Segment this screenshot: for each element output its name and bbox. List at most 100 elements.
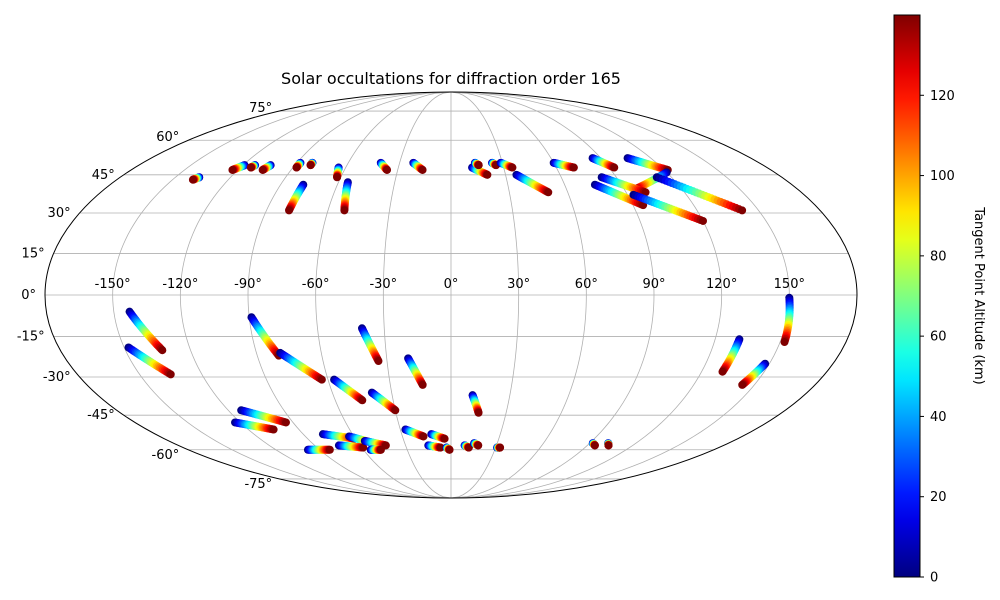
x-tick-label: 30°	[507, 277, 530, 292]
data-point	[374, 357, 383, 366]
x-tick-label: -60°	[302, 277, 330, 292]
colorbar-tick-label: 0	[930, 571, 938, 586]
data-point	[376, 445, 385, 454]
x-tick-label: 120°	[706, 277, 737, 292]
data-point	[317, 375, 326, 384]
occultation-track	[780, 293, 794, 347]
data-point	[418, 380, 427, 389]
occultation-track	[334, 441, 368, 452]
occultation-track	[604, 439, 613, 450]
data-point	[391, 406, 400, 415]
occultation-track	[424, 441, 445, 452]
occultation-track	[188, 173, 204, 184]
data-point	[718, 367, 727, 376]
data-point	[325, 445, 334, 454]
data-point	[569, 163, 578, 172]
grid	[45, 92, 857, 498]
occultation-track	[231, 418, 278, 434]
data-point	[228, 165, 237, 174]
map-boundary	[44, 91, 858, 499]
data-point	[610, 163, 619, 172]
occultation-track	[404, 354, 427, 389]
y-tick-label: -75°	[244, 477, 272, 492]
occultation-track	[124, 343, 175, 379]
data-point	[166, 370, 175, 379]
colorbar: 0 20 40 60 80 100 120 Tangent Point Altitude (…	[893, 14, 986, 586]
data-point	[699, 216, 708, 225]
x-tick-label: 150°	[774, 277, 805, 292]
data-point	[738, 206, 747, 215]
occultation-track	[588, 439, 599, 450]
data-point	[418, 165, 427, 174]
data-point	[258, 165, 267, 174]
occultation-track	[358, 324, 383, 366]
data-point	[246, 163, 255, 172]
data-point	[590, 441, 599, 450]
y-tick-label: 60°	[156, 130, 179, 145]
data-point	[604, 441, 613, 450]
x-tick-label: 60°	[575, 277, 598, 292]
y-tick-label: -30°	[43, 370, 71, 385]
occultation-track	[718, 335, 744, 376]
y-tick-label: -45°	[87, 408, 115, 423]
y-tick-label: -60°	[152, 448, 180, 463]
y-tick-label: 30°	[48, 206, 71, 221]
occultation-track	[738, 359, 770, 389]
data-point	[641, 188, 650, 197]
data-point	[158, 346, 167, 355]
colorbar-tick-label: 20	[930, 490, 947, 505]
occultation-track	[496, 158, 517, 172]
colorbar-tick-label: 60	[930, 330, 947, 345]
data-point	[340, 206, 349, 215]
occultation-track	[333, 163, 343, 182]
colorbar-tick-label: 100	[930, 169, 955, 184]
occultation-track	[330, 375, 367, 405]
tick-labels: -150° -120° -90° -60° -30° 0° 30° 60° 90° 120° 150…	[17, 101, 805, 492]
occultation-tracks	[124, 154, 794, 454]
data-point	[285, 206, 294, 215]
occultation-track	[588, 154, 619, 172]
data-point	[419, 432, 428, 441]
y-tick-label: 45°	[92, 168, 115, 183]
occultation-track	[652, 173, 747, 215]
occultation-track	[246, 161, 260, 172]
colorbar-tick-label: 40	[930, 410, 947, 425]
occultation-track	[460, 441, 473, 452]
data-point	[269, 425, 278, 434]
occultation-track	[442, 443, 454, 454]
data-point	[333, 173, 342, 182]
occultation-track	[228, 161, 249, 174]
data-point	[306, 161, 315, 170]
data-point	[738, 380, 747, 389]
data-point	[464, 443, 473, 452]
occultation-track	[340, 178, 352, 215]
data-point	[445, 445, 454, 454]
occultation-track	[366, 445, 385, 454]
data-point	[281, 418, 290, 427]
occultation-track	[376, 158, 392, 174]
data-point	[508, 163, 517, 172]
data-point	[544, 188, 553, 197]
data-point	[496, 443, 505, 452]
occultation-track	[237, 406, 290, 427]
x-tick-label: -120°	[162, 277, 198, 292]
colorbar-tick-label: 80	[930, 249, 947, 264]
x-tick-label: -30°	[369, 277, 397, 292]
x-tick-label: 90°	[642, 277, 665, 292]
occultation-track	[409, 158, 427, 174]
data-point	[440, 434, 449, 443]
colorbar-gradient	[893, 14, 921, 578]
occultation-track	[470, 439, 483, 450]
data-point	[436, 443, 445, 452]
occultation-track	[468, 391, 483, 417]
colorbar-label: Tangent Point Altitude (km)	[971, 206, 986, 384]
data-point	[474, 161, 483, 170]
colorbar-tick-label: 120	[930, 89, 955, 104]
data-point	[383, 165, 392, 174]
x-tick-label: -150°	[95, 277, 131, 292]
data-point	[188, 175, 197, 184]
occultation-track	[470, 158, 483, 170]
occultation-track	[488, 158, 501, 170]
occultation-track	[512, 170, 553, 197]
